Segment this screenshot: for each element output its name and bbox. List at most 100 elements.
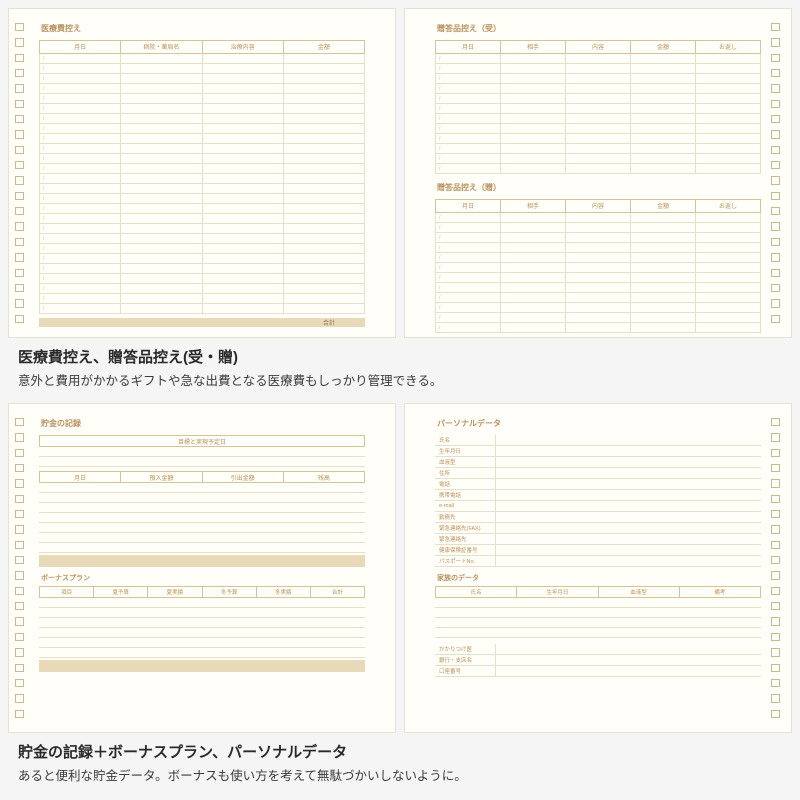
column-header: 備考 xyxy=(680,587,761,597)
ring-hole xyxy=(771,418,780,426)
column-header: 金額 xyxy=(284,41,365,53)
total-label: 合計 xyxy=(323,318,335,327)
ring-hole xyxy=(771,510,780,518)
table-row: / xyxy=(39,224,365,234)
page-personal: パーソナルデータ 氏名生年月日血液型住所電話携帯電話e-mail勤務先緊急連絡先… xyxy=(404,403,792,733)
ring-hole xyxy=(15,510,24,518)
table-row: / xyxy=(435,313,761,323)
column-header: 相手 xyxy=(501,41,566,53)
gifts-given-table: 月日相手内容金額お返し //////////// xyxy=(435,199,761,333)
section-savings-personal: 貯金の記録 目標と実現予定日 月日預入金額引出金額残高 ボーナスプラン 項目夏予… xyxy=(8,403,792,798)
table-row: / xyxy=(39,84,365,94)
table-row xyxy=(39,493,365,503)
ring-hole xyxy=(771,479,780,487)
table-row xyxy=(39,513,365,523)
table-row: / xyxy=(435,323,761,333)
table-row: / xyxy=(435,164,761,174)
ring-hole xyxy=(15,617,24,625)
ring-hole xyxy=(15,694,24,702)
form-field xyxy=(495,545,761,555)
form-field xyxy=(495,446,761,456)
ring-hole xyxy=(15,418,24,426)
ring-hole xyxy=(771,648,780,656)
ring-hole xyxy=(15,571,24,579)
family-table: 氏名生年月日血液型備考 xyxy=(435,586,761,638)
ring-hole xyxy=(15,433,24,441)
table-row: / xyxy=(435,243,761,253)
table-row: / xyxy=(39,304,365,314)
table-row: / xyxy=(39,74,365,84)
column-header: 内容 xyxy=(566,41,631,53)
ring-hole xyxy=(771,38,780,46)
table-row: / xyxy=(39,244,365,254)
page-row-2: 貯金の記録 目標と実現予定日 月日預入金額引出金額残高 ボーナスプラン 項目夏予… xyxy=(8,403,792,733)
ring-hole xyxy=(771,495,780,503)
ring-hole xyxy=(771,100,780,108)
ring-hole xyxy=(15,146,24,154)
table-row: / xyxy=(435,253,761,263)
ring-hole xyxy=(771,587,780,595)
ring-hole xyxy=(771,299,780,307)
form-row: e-mail xyxy=(435,501,761,512)
caption-body: あると便利な貯金データ。ボーナスも使い方を考えて無駄づかいしないように。 xyxy=(18,765,788,784)
ring-hole xyxy=(771,176,780,184)
page-title: 医療費控え xyxy=(41,23,385,34)
column-header: 夏実績 xyxy=(148,587,202,597)
bonus-table: 項目夏予算夏実績冬予算冬実績合計 xyxy=(39,586,365,658)
table-row: / xyxy=(39,164,365,174)
form-row: 緊急連絡先 xyxy=(435,534,761,545)
table-row: / xyxy=(435,114,761,124)
table-row: / xyxy=(39,254,365,264)
savings-band xyxy=(39,555,365,567)
ring-hole xyxy=(771,253,780,261)
form-row: 口座番号 xyxy=(435,666,761,677)
table-row: / xyxy=(435,134,761,144)
ring-hole xyxy=(771,54,780,62)
table-row: / xyxy=(39,204,365,214)
table-row: / xyxy=(435,263,761,273)
ring-hole xyxy=(15,556,24,564)
ring-hole xyxy=(15,253,24,261)
ring-hole xyxy=(15,130,24,138)
table-row xyxy=(435,598,761,608)
form-row: 住所 xyxy=(435,468,761,479)
ring-hole xyxy=(15,315,24,323)
table-row xyxy=(435,608,761,618)
column-header: 冬実績 xyxy=(257,587,311,597)
form-field xyxy=(495,666,761,676)
ring-hole xyxy=(771,633,780,641)
table-row xyxy=(435,628,761,638)
bonus-title: ボーナスプラン xyxy=(41,573,385,583)
form-field xyxy=(495,490,761,500)
ring-hole xyxy=(771,146,780,154)
column-header: お返し xyxy=(696,200,761,212)
ring-hole xyxy=(771,679,780,687)
table-row: / xyxy=(435,233,761,243)
ring-hole xyxy=(771,571,780,579)
goal-block: 目標と実現予定日 xyxy=(39,435,365,467)
ring-hole xyxy=(15,207,24,215)
table-row: / xyxy=(435,144,761,154)
ring-hole xyxy=(15,269,24,277)
column-header: 冬予算 xyxy=(203,587,257,597)
table-row: / xyxy=(39,194,365,204)
ring-binding-right xyxy=(771,418,785,718)
ring-hole xyxy=(771,207,780,215)
personal-title: パーソナルデータ xyxy=(437,418,781,429)
ring-hole xyxy=(771,84,780,92)
page-savings: 貯金の記録 目標と実現予定日 月日預入金額引出金額残高 ボーナスプラン 項目夏予… xyxy=(8,403,396,733)
table-row xyxy=(39,608,365,618)
table-row: / xyxy=(39,274,365,284)
form-label: e-mail xyxy=(435,503,495,509)
form-row: 勤務先 xyxy=(435,512,761,523)
table-row xyxy=(39,618,365,628)
table-row: / xyxy=(39,174,365,184)
table-row xyxy=(435,618,761,628)
ring-binding-left xyxy=(15,418,29,718)
table-row: / xyxy=(435,84,761,94)
ring-hole xyxy=(15,648,24,656)
table-row xyxy=(39,543,365,553)
form-label: 住所 xyxy=(435,469,495,477)
ring-hole xyxy=(15,38,24,46)
form-label: かかりつけ医 xyxy=(435,645,495,653)
